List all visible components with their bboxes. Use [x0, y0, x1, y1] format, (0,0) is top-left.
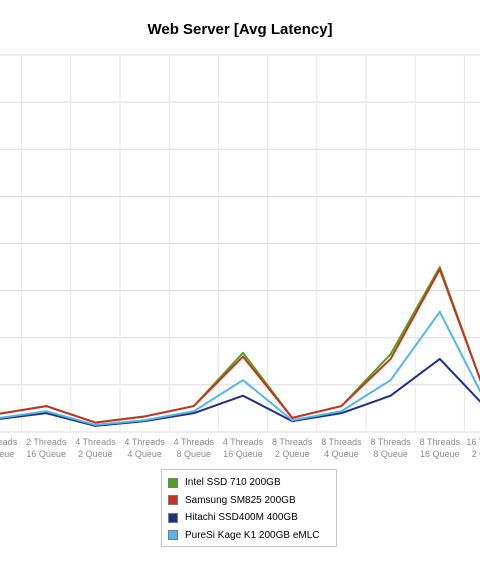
legend-label: PureSi Kage K1 200GB eMLC [185, 529, 320, 541]
x-tick-label: 16 Threads [466, 437, 480, 447]
x-tick-label: 2 Queue [78, 449, 113, 459]
chart-title: Web Server [Avg Latency] [147, 21, 333, 38]
x-tick-label: 2 Threads [0, 437, 18, 447]
series-line [0, 357, 480, 427]
legend-swatch [168, 512, 178, 523]
legend: Intel SSD 710 200GB Samsung SM825 200GB Hi… [161, 469, 337, 547]
legend-item: Hitachi SSD400M 400GB [168, 509, 336, 527]
x-tick-label: 8 Threads [272, 437, 313, 447]
legend-item: Samsung SM825 200GB [168, 492, 336, 510]
series-line [0, 268, 480, 424]
x-tick-label: 2 Threads [26, 437, 67, 447]
x-tick-label: 8 Queue [373, 449, 408, 459]
legend-item: Intel SSD 710 200GB [168, 474, 336, 492]
x-tick-label: 8 Threads [420, 437, 461, 447]
legend-item: PureSi Kage K1 200GB eMLC [168, 527, 336, 545]
x-tick-label: 16 Queue [223, 449, 263, 459]
x-tick-label: 8 Queue [177, 449, 212, 459]
x-tick-label: 4 Threads [124, 437, 165, 447]
legend-label: Samsung SM825 200GB [185, 494, 296, 506]
series-line [0, 310, 480, 426]
x-tick-label: 4 Threads [223, 437, 264, 447]
x-tick-label: 4 Queue [324, 449, 359, 459]
legend-label: Hitachi SSD400M 400GB [185, 512, 298, 524]
x-tick-label: 16 Queue [420, 449, 460, 459]
x-tick-label: 4 Threads [174, 437, 215, 447]
x-tick-label: 4 Threads [75, 437, 116, 447]
x-tick-label: 8 Threads [370, 437, 411, 447]
x-tick-label: 16 Queue [26, 449, 66, 459]
x-tick-label: 8 Threads [321, 437, 362, 447]
x-tick-label: 2 Queue [275, 449, 310, 459]
legend-swatch [168, 530, 178, 541]
x-tick-label: 2 Queue [472, 449, 480, 459]
legend-swatch [168, 495, 178, 506]
legend-label: Intel SSD 710 200GB [185, 477, 281, 489]
x-tick-label: 2 Queue [0, 449, 14, 459]
legend-swatch [168, 477, 178, 488]
x-tick-label: 4 Queue [127, 449, 162, 459]
